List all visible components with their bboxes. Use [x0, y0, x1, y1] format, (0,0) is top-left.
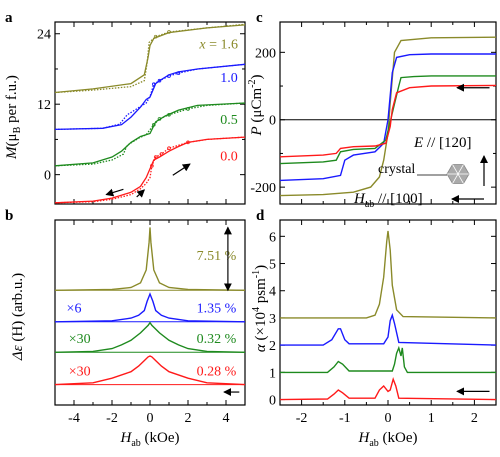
- xtick-label-b: 0: [147, 411, 154, 426]
- ytick-label-c: 0: [269, 114, 276, 129]
- arrow-a-0: [106, 189, 123, 194]
- xtick-label-b: 4: [223, 411, 230, 426]
- panel-label-b: b: [5, 208, 13, 224]
- xtick-label-b: -4: [68, 411, 80, 426]
- curve-label-b-1: 1.35 %: [197, 302, 237, 317]
- ytick-label-d: 2: [269, 339, 276, 354]
- ytick-label-c: 200: [255, 46, 276, 61]
- inset-crystal-label: crystal: [378, 162, 415, 177]
- panel-d-frame: [280, 220, 496, 405]
- ytick-label-d: 4: [269, 285, 276, 300]
- xtick-label-d: -1: [339, 411, 351, 426]
- series-label-a-3: 0.0: [220, 150, 238, 165]
- xtick-label-d: 1: [428, 411, 435, 426]
- series-d-3: [280, 379, 496, 399]
- arrow-a-2: [173, 164, 190, 175]
- ylabel-b: Δε (H) (arb.u.): [10, 273, 26, 361]
- series-a-2-up: [55, 103, 245, 166]
- ytick-label-d: 1: [269, 366, 276, 381]
- ylabel-c: P (μCm-2): [247, 75, 265, 137]
- panel-label-a: a: [5, 10, 13, 26]
- series-d-0: [280, 231, 496, 318]
- xtick-label-d: 2: [471, 411, 478, 426]
- curve-label-b-4: ×6: [67, 302, 82, 317]
- series-label-a-2: 0.5: [220, 113, 238, 128]
- inset-e-label: E // [120]: [413, 135, 472, 151]
- ytick-label-d: 0: [269, 394, 276, 409]
- series-a-0-up: [55, 25, 245, 93]
- xtick-label-d: 0: [385, 411, 392, 426]
- xlabel-d: Hab (kOe): [357, 430, 417, 449]
- curve-label-b-6: ×30: [69, 364, 91, 379]
- series-d-1: [280, 315, 496, 345]
- series-label-a-0: x = 1.6: [198, 37, 238, 52]
- ylabel-a: M(μB per f.u.): [4, 75, 23, 160]
- curve-label-b-0: 7.51 %: [197, 249, 237, 264]
- series-a-0-down: [55, 24, 245, 92]
- series-a-3-up: [55, 137, 245, 203]
- ytick-label-a: 0: [44, 169, 51, 184]
- ytick-label-d: 3: [269, 312, 276, 327]
- ytick-label-d: 6: [269, 230, 276, 245]
- ytick-label-a: 12: [37, 98, 51, 113]
- curve-label-b-2: 0.32 %: [197, 332, 237, 347]
- panel-label-c: c: [256, 10, 263, 26]
- ylabel-d: α (×104 psm-1): [251, 265, 269, 352]
- xtick-label-d: -2: [296, 411, 308, 426]
- ytick-label-a: 24: [37, 28, 51, 43]
- inset-h-label: Hab // [100]: [353, 191, 423, 210]
- xtick-label-b: -2: [106, 411, 118, 426]
- curve-label-b-5: ×30: [69, 332, 91, 347]
- xlabel-b: Hab (kOe): [119, 430, 179, 449]
- series-d-2: [280, 348, 496, 373]
- series-a-1-up: [55, 64, 245, 129]
- series-label-a-1: 1.0: [220, 71, 238, 86]
- ytick-label-d: 5: [269, 258, 276, 273]
- series-a-2-down: [55, 103, 245, 166]
- xtick-label-b: 2: [185, 411, 192, 426]
- curve-label-b-3: 0.28 %: [197, 364, 237, 379]
- panel-label-d: d: [256, 208, 265, 224]
- ytick-label-c: -200: [250, 181, 276, 196]
